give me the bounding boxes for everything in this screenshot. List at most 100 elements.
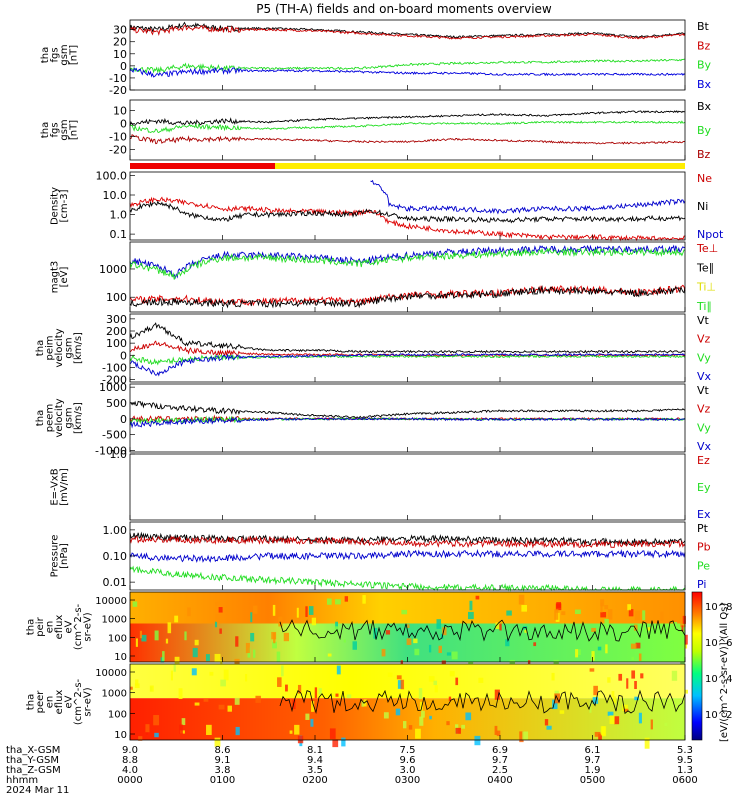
spectrogram-cell: [173, 664, 176, 672]
y-tick-label: 0.01: [103, 576, 128, 589]
series-bz-line: [129, 134, 686, 145]
spectrogram-cell: [591, 627, 597, 632]
spectrogram-cell: [673, 621, 678, 628]
panel-bg: [130, 100, 685, 160]
spectrogram-cell: [162, 651, 165, 661]
spectrogram-cell: [245, 642, 250, 654]
y-tick-label: 0.10: [103, 550, 128, 563]
spectrogram-cell: [335, 621, 339, 630]
spectrogram-cell: [234, 697, 240, 705]
series-vy-line: [129, 354, 686, 366]
spectrogram-cell: [253, 605, 258, 614]
colorbar-tick-label: 10^4: [705, 674, 732, 685]
panel-peer_spectrogram: 10000 1000 100 10 thapeerenefluxeV(cm^2-s-sr…: [26, 663, 688, 749]
spectrogram-cell: [429, 715, 432, 720]
spectrogram-cell: [499, 623, 502, 631]
legend-ez: Ez: [697, 454, 710, 467]
spectrogram-cell: [165, 638, 169, 644]
spectrogram-cell: [272, 604, 276, 616]
panel-temperature: 1000 100 magt3[eV] Te⊥ Te∥ Ti⊥ Ti∥: [49, 241, 718, 313]
spectrogram-cell: [604, 605, 609, 610]
spectrogram-cell: [220, 660, 223, 665]
y-tick-label: 10000: [95, 596, 127, 607]
spectrogram-cell: [145, 724, 150, 733]
x-axis-value: 3.8: [215, 765, 231, 776]
spectrogram-cell: [605, 644, 608, 654]
spectrogram-cell: [285, 684, 288, 692]
panel-bg: [130, 172, 685, 240]
spectrogram-cell: [311, 617, 317, 626]
y-tick-label: 0: [120, 117, 127, 130]
spectrogram-cell: [521, 604, 528, 612]
x-axis-value: 9.7: [492, 755, 508, 766]
spectrogram-cell: [554, 609, 559, 620]
y-tick-label: 10: [113, 48, 127, 61]
spectrogram-cell: [343, 639, 346, 643]
series-by-line: [129, 120, 686, 134]
x-axis-value: 3.5: [307, 765, 323, 776]
legend-ni: Ni: [697, 200, 708, 213]
spectrogram-cell: [634, 610, 641, 621]
spectrogram-cell: [607, 609, 613, 620]
y-axis-label-line: (cm^2-s-: [73, 678, 84, 725]
y-axis-label-line: [nT]: [68, 120, 79, 140]
spectrogram-cell: [381, 648, 386, 657]
spectrogram-cell: [289, 730, 293, 734]
spectrogram-cell: [209, 671, 214, 676]
panel-efield: 1.0 E=-VxB[mV/m] Ez Ey Ex: [49, 448, 711, 521]
series-ne-line: [129, 196, 686, 242]
spectrogram-cell: [494, 725, 498, 735]
spectrogram-cell: [613, 696, 616, 703]
y-tick-label: 200: [106, 325, 127, 338]
y-tick-label: -20: [109, 84, 127, 97]
x-axis-value: 0200: [302, 775, 327, 786]
colorbar-tick-label: 10^6: [705, 638, 732, 649]
spectrogram-cell: [206, 724, 212, 736]
y-tick-label: -100: [102, 361, 127, 374]
y-axis-label-line: en: [45, 621, 56, 634]
y-axis-label-line: magt3: [49, 261, 60, 294]
x-axis-value: 2.5: [492, 765, 508, 776]
spectrogram-cell: [600, 612, 607, 618]
y-axis-label-line: tha: [40, 47, 51, 63]
y-tick-label: 10: [113, 104, 127, 117]
spectrogram-cell: [446, 652, 452, 656]
series-ni-line: [129, 200, 686, 224]
spectrogram-cell: [311, 701, 315, 712]
series-vx-line: [129, 352, 686, 377]
spectrogram-cell: [187, 607, 191, 617]
y-axis-label-line: [nPa]: [59, 543, 70, 569]
spectrogram-cell: [607, 677, 611, 683]
spectrogram-cell: [524, 627, 527, 633]
colorbar: [691, 591, 703, 741]
spectrogram-cell: [644, 737, 650, 749]
legend-pb: Pb: [697, 541, 711, 554]
spectrogram-cell: [235, 636, 239, 647]
spectrogram-cell: [577, 649, 581, 656]
spectrogram-cell: [332, 739, 339, 748]
spectrogram-cell: [214, 621, 218, 628]
x-axis-value: 9.4: [307, 755, 323, 766]
spectrogram-cell: [618, 673, 623, 681]
spectrogram-cell: [271, 631, 277, 640]
spectrogram-cell: [341, 737, 346, 747]
spectrogram-cell: [223, 669, 229, 681]
spectrogram-cell: [329, 728, 336, 739]
y-axis-label-line: eV: [64, 695, 75, 708]
spectrogram-cell: [421, 710, 425, 718]
spectrogram-cell: [132, 601, 138, 607]
y-axis-label-line: (cm^2-s-: [73, 603, 84, 650]
spectrogram-cell: [281, 665, 284, 677]
spectrogram-cell: [592, 697, 599, 704]
y-axis-label-line: tha: [35, 340, 46, 356]
spectrogram-cell: [135, 638, 138, 647]
spectrogram-cell: [294, 724, 300, 735]
y-tick-label: 0: [120, 60, 127, 73]
y-axis-label-line: peem: [45, 404, 56, 432]
spectrogram-cell: [664, 722, 668, 727]
y-tick-label: 20: [113, 36, 127, 49]
y-axis-label-line: eV: [64, 620, 75, 633]
panel-density: 100.0 10.0 1.0 0.1 Density[cm-3] Ne Ni Npot: [49, 169, 724, 242]
spectrogram-cell: [626, 678, 629, 689]
